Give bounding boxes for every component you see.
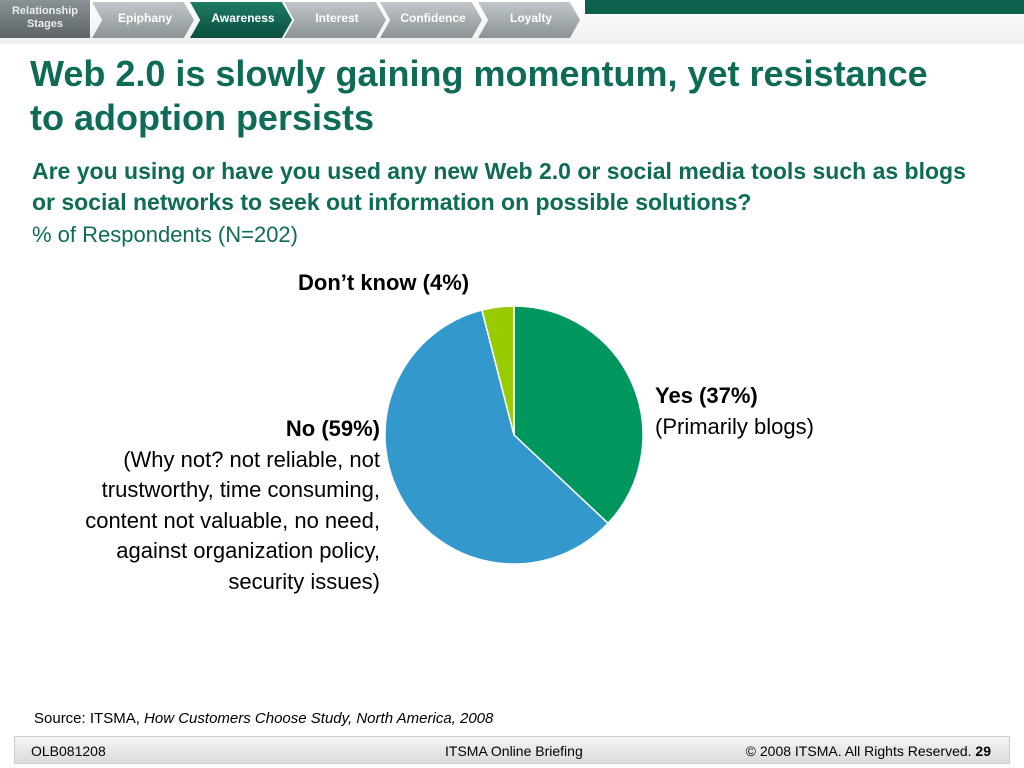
slice-label-yes-note: (Primarily blogs) bbox=[655, 414, 814, 439]
slice-label-dont-know: Don’t know (4%) bbox=[298, 270, 470, 295]
source-note: Source: ITSMA, How Customers Choose Stud… bbox=[34, 710, 493, 727]
tab-confidence[interactable]: Confidence bbox=[380, 2, 482, 38]
source-prefix: Source: ITSMA, bbox=[34, 710, 140, 727]
slice-label-no: No (59%) (Why not? not reliable, not tru… bbox=[60, 414, 380, 597]
footer-copyright: © 2008 ITSMA. All Rights Reserved. 29 bbox=[746, 743, 991, 759]
pie-slice-dont-know bbox=[481, 305, 515, 436]
pie-slice-yes bbox=[513, 305, 644, 525]
footer-bar: OLB081208 ITSMA Online Briefing © 2008 I… bbox=[14, 736, 1010, 764]
header-accent-bar bbox=[585, 0, 1024, 14]
tab-label: Loyalty bbox=[509, 11, 552, 25]
relationship-stages-label: Relationship Stages bbox=[0, 0, 90, 38]
slice-label-yes-title: Yes (37%) bbox=[655, 383, 758, 408]
page-number: 29 bbox=[975, 743, 991, 759]
pie-slice-no bbox=[384, 309, 610, 565]
footer-title: ITSMA Online Briefing bbox=[445, 743, 583, 759]
tab-awareness[interactable]: Awareness bbox=[190, 2, 292, 38]
slide-title: Web 2.0 is slowly gaining momentum, yet … bbox=[30, 53, 928, 138]
tab-label: Epiphany bbox=[117, 11, 172, 25]
tab-label: Awareness bbox=[211, 11, 275, 25]
tab-interest[interactable]: Interest bbox=[284, 2, 386, 38]
copyright-text: © 2008 ITSMA. All Rights Reserved. bbox=[745, 743, 972, 759]
tab-label: Interest bbox=[315, 11, 359, 25]
slice-label-yes: Yes (37%) (Primarily blogs) bbox=[655, 380, 895, 442]
source-study: How Customers Choose Study, North Americ… bbox=[144, 710, 494, 727]
survey-question: Are you using or have you used any new W… bbox=[32, 158, 966, 215]
tab-epiphany[interactable]: Epiphany bbox=[92, 2, 194, 38]
tab-label: Confidence bbox=[400, 11, 466, 25]
slice-label-no-title: No (59%) bbox=[285, 416, 380, 441]
tab-loyalty[interactable]: Loyalty bbox=[478, 2, 580, 38]
respondents-note: % of Respondents (N=202) bbox=[32, 222, 298, 247]
slice-label-no-note: (Why not? not reliable, not trustworthy,… bbox=[85, 446, 380, 594]
footer-code: OLB081208 bbox=[31, 743, 106, 759]
